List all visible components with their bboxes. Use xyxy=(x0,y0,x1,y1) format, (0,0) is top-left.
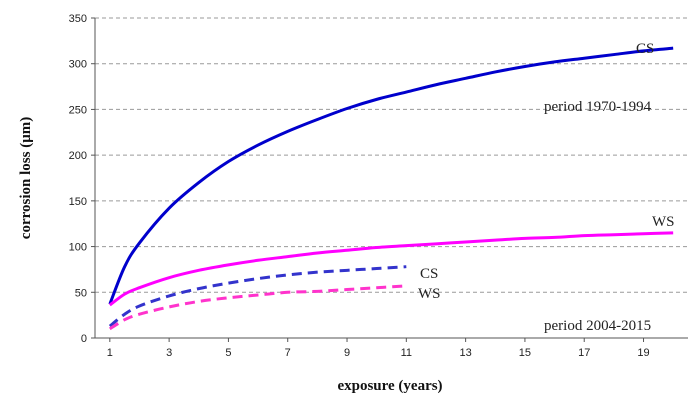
series-line-ws-solid xyxy=(108,231,674,307)
series-label-ws-2004: WS xyxy=(418,286,441,302)
series-label-cs-2004: CS xyxy=(420,266,438,282)
annotation-period-1970-1994: period 1970-1994 xyxy=(544,99,652,115)
series-line-cs-dashed xyxy=(108,265,407,328)
x-tick-label: 13 xyxy=(460,347,472,359)
series-lines xyxy=(108,46,674,331)
y-tick-label: 100 xyxy=(69,242,87,254)
x-tick-label: 1 xyxy=(107,347,113,359)
x-tick-label: 7 xyxy=(285,347,291,359)
y-tick-label: 250 xyxy=(69,104,87,116)
series-line-ws-dashed xyxy=(109,284,407,331)
series-label-cs-1970: CS xyxy=(636,41,654,57)
x-axis-title: exposure (years) xyxy=(337,378,442,394)
x-tick-label: 15 xyxy=(519,347,531,359)
x-tick-label: 5 xyxy=(225,347,231,359)
x-tick-labels: 1 3 5 7 9 11 13 15 17 19 xyxy=(107,347,650,359)
x-tick-label: 11 xyxy=(401,347,412,359)
axes xyxy=(91,17,688,342)
series-line-cs-solid xyxy=(108,46,674,305)
x-tick-label: 17 xyxy=(578,347,590,359)
y-tick-label: 350 xyxy=(69,13,87,25)
gridlines xyxy=(95,17,688,293)
y-tick-label: 150 xyxy=(69,196,87,208)
y-tick-labels: 0 50 100 150 200 250 300 350 xyxy=(69,13,87,345)
y-tick-label: 300 xyxy=(69,59,87,71)
x-tick-label: 3 xyxy=(166,347,172,359)
y-tick-label: 50 xyxy=(75,287,87,299)
x-tick-label: 9 xyxy=(344,347,350,359)
series-label-ws-1970: WS xyxy=(652,214,675,230)
y-tick-label: 0 xyxy=(81,333,87,345)
y-axis-title: corrosion loss (μm) xyxy=(18,117,34,239)
x-tick-label: 19 xyxy=(637,347,649,359)
annotation-period-2004-2015: period 2004-2015 xyxy=(544,318,651,334)
y-tick-label: 200 xyxy=(69,150,87,162)
